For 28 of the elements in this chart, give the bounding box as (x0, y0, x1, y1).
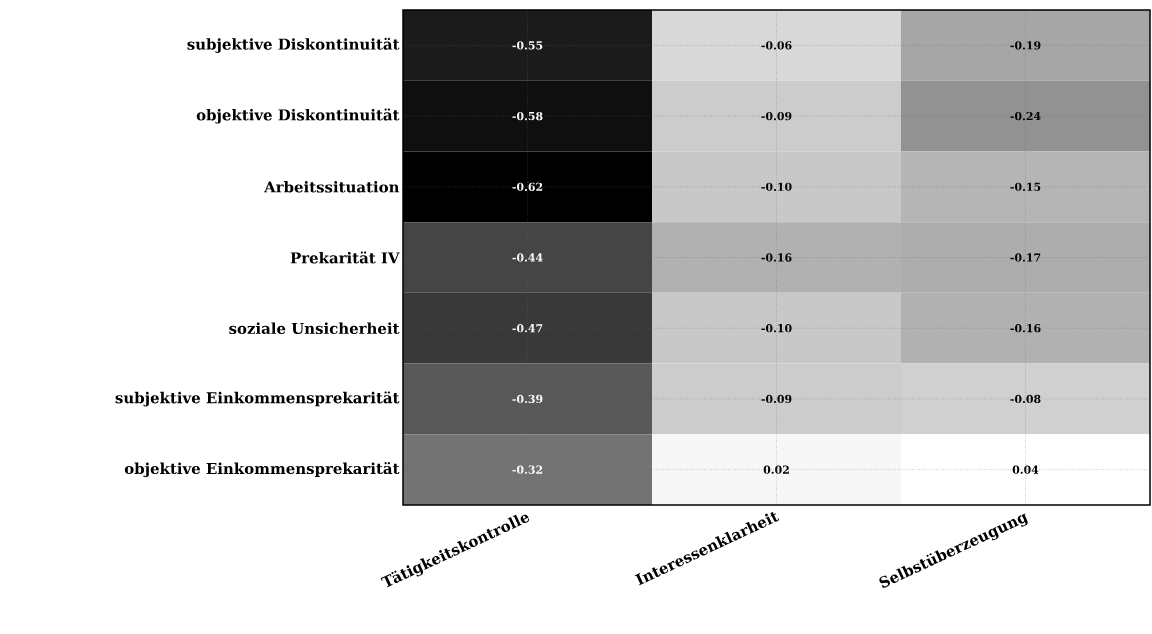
data-label: -0.19 (1010, 41, 1041, 50)
data-label: -0.10 (761, 324, 792, 333)
y-tick-label: Prekarität IV (290, 251, 400, 264)
data-label: -0.16 (1010, 324, 1041, 333)
data-label: -0.17 (1010, 253, 1041, 262)
data-label: -0.09 (761, 394, 792, 404)
y-tick-label: objektive Diskontinuität (196, 108, 400, 124)
y-tick-label: subjektive Diskontinuität (187, 37, 400, 53)
data-label: -0.44 (512, 253, 543, 262)
data-label: -0.62 (512, 182, 543, 191)
data-label: -0.10 (761, 182, 792, 191)
y-tick-label: Arbeitssituation (264, 181, 400, 193)
y-tick-label: soziale Unsicherheit (229, 322, 400, 335)
data-label: -0.16 (761, 253, 792, 262)
data-label: -0.06 (761, 41, 792, 50)
data-label: -0.08 (1010, 394, 1041, 404)
y-tick-label: objektive Einkommensprekarität (124, 462, 400, 478)
data-label: 0.02 (763, 465, 789, 474)
data-label: -0.58 (512, 111, 543, 121)
data-label: -0.24 (1010, 111, 1041, 121)
data-label: -0.15 (1010, 182, 1041, 191)
data-label: 0.04 (1012, 465, 1039, 474)
data-label: -0.55 (512, 41, 543, 50)
data-label: -0.47 (512, 324, 543, 333)
y-tick-label: subjektive Einkommensprekarität (115, 391, 400, 407)
data-label: -0.09 (761, 111, 792, 121)
data-label: -0.39 (512, 394, 543, 404)
data-label: -0.32 (512, 465, 543, 474)
